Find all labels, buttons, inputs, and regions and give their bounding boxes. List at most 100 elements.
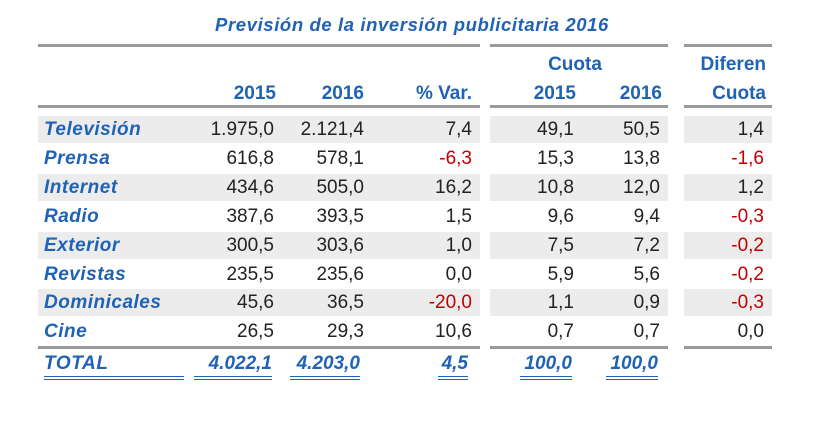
cell-2016: 303,6 (316, 235, 364, 256)
cell-2016: 578,1 (316, 148, 364, 169)
row-band (490, 232, 668, 259)
row-band (390, 174, 480, 201)
cell-2015: 1.975,0 (210, 119, 274, 140)
cell-2016: 36,5 (327, 292, 364, 313)
total-cuota-2015-underline (520, 376, 572, 377)
total-cuota-2016-underline-2 (606, 379, 658, 380)
row-band (490, 116, 668, 143)
cell-diff: 1,2 (737, 177, 764, 198)
total-var: 4,5 (441, 353, 468, 374)
header-cuota-2015: 2015 (533, 83, 576, 104)
total-var-underline (438, 376, 468, 377)
cell-cuota-2015: 49,1 (537, 119, 574, 140)
cell-cuota-2015: 0,7 (547, 321, 574, 342)
header-var: % Var. (416, 83, 472, 104)
cell-diff: -0,3 (731, 292, 764, 313)
total-2016: 4.203,0 (296, 353, 360, 374)
cell-cuota-2016: 0,9 (633, 292, 660, 313)
total-label-underline (44, 376, 184, 377)
cell-2015: 300,5 (226, 235, 274, 256)
row-label: Revistas (44, 264, 127, 285)
row-band (38, 232, 390, 259)
cell-var: 7,4 (445, 119, 472, 140)
header-top-rule-main (38, 44, 390, 47)
cell-cuota-2015: 7,5 (547, 235, 574, 256)
total-2015: 4.022,1 (208, 353, 272, 374)
cell-cuota-2016: 7,2 (633, 235, 660, 256)
cell-cuota-2016: 9,4 (633, 206, 660, 227)
cell-cuota-2015: 10,8 (537, 177, 574, 198)
cell-cuota-2016: 5,6 (633, 264, 660, 285)
row-label: Prensa (44, 148, 111, 169)
total-rule-cuota (490, 346, 668, 349)
total-var-underline-2 (438, 379, 468, 380)
total-2016-underline-2 (290, 379, 360, 380)
cell-2016: 2.121,4 (300, 119, 364, 140)
header-top-rule-diff (684, 44, 772, 47)
header-2016: 2016 (321, 83, 364, 104)
row-band (490, 289, 668, 316)
header-cuota: Cuota (548, 54, 602, 75)
cell-diff: 1,4 (737, 119, 764, 140)
header-top-rule-cuota (490, 44, 668, 47)
total-2015-underline (194, 376, 272, 377)
header-bottom-rule-var (390, 105, 480, 108)
total-cuota-2015: 100,0 (524, 353, 572, 374)
header-bottom-rule-main (38, 105, 390, 108)
header-2015: 2015 (233, 83, 276, 104)
total-rule-diff (684, 346, 772, 349)
cell-diff: -0,2 (731, 235, 764, 256)
cell-cuota-2015: 1,1 (547, 292, 574, 313)
cell-cuota-2016: 0,7 (633, 321, 660, 342)
row-band (684, 174, 772, 201)
row-band (38, 174, 390, 201)
cell-cuota-2016: 13,8 (623, 148, 660, 169)
header-diferen-cuota: Cuota (712, 83, 766, 104)
row-band (38, 116, 390, 143)
total-rule-var (390, 346, 480, 349)
cell-2016: 393,5 (316, 206, 364, 227)
cell-2015: 26,5 (237, 321, 274, 342)
total-cuota-2016-underline (606, 376, 658, 377)
cell-var: -6,3 (439, 148, 472, 169)
row-band (684, 116, 772, 143)
row-label: Dominicales (44, 292, 162, 313)
total-label: TOTAL (44, 353, 109, 374)
row-band (390, 289, 480, 316)
cell-var: 10,6 (435, 321, 472, 342)
row-band (684, 232, 772, 259)
cell-var: 1,5 (445, 206, 472, 227)
total-2016-underline (290, 376, 360, 377)
cell-2015: 434,6 (226, 177, 274, 198)
row-label: Radio (44, 206, 100, 227)
row-band (38, 289, 390, 316)
row-band (490, 174, 668, 201)
cell-2016: 235,6 (316, 264, 364, 285)
cell-2015: 616,8 (226, 148, 274, 169)
header-cuota-2016: 2016 (619, 83, 662, 104)
header-bottom-rule-diff (684, 105, 772, 108)
cell-2016: 505,0 (316, 177, 364, 198)
cell-diff: -0,2 (731, 264, 764, 285)
row-band (390, 232, 480, 259)
row-label: Exterior (44, 235, 120, 256)
cell-2016: 29,3 (327, 321, 364, 342)
cell-var: 1,0 (445, 235, 472, 256)
total-2015-underline-2 (194, 379, 272, 380)
cell-var: 16,2 (435, 177, 472, 198)
total-cuota-2015-underline-2 (520, 379, 572, 380)
cell-diff: -0,3 (731, 206, 764, 227)
cell-cuota-2015: 15,3 (537, 148, 574, 169)
total-cuota-2016: 100,0 (610, 353, 658, 374)
cell-var: -20,0 (428, 292, 472, 313)
header-top-rule-var (390, 44, 480, 47)
table-title: Previsión de la inversión publicitaria 2… (215, 14, 609, 35)
row-band (390, 116, 480, 143)
cell-cuota-2015: 5,9 (547, 264, 574, 285)
row-band (684, 289, 772, 316)
cell-cuota-2015: 9,6 (547, 206, 574, 227)
row-label: Televisión (44, 119, 142, 140)
cell-var: 0,0 (445, 264, 472, 285)
cell-diff: 0,0 (737, 321, 764, 342)
cell-2015: 45,6 (237, 292, 274, 313)
